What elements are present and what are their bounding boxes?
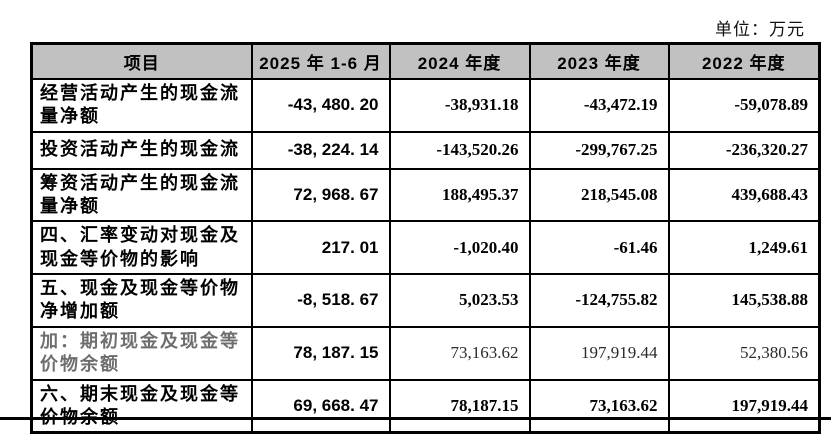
page-bottom-border xyxy=(0,417,831,420)
cell-value-2022: 439,688.43 xyxy=(667,167,821,223)
cell-value-2022: 197,919.44 xyxy=(667,378,821,434)
row-label: 经营活动产生的现金流量净额 xyxy=(30,77,253,133)
table-row: 五、现金及现金等价物净增加额 -8, 518. 67 5,023.53 -124… xyxy=(30,273,821,328)
cell-value-2024: -143,520.26 xyxy=(388,130,531,170)
table-row: 筹资活动产生的现金流量净额 72, 968. 67 188,495.37 218… xyxy=(30,167,821,223)
table-row: 四、汇率变动对现金及现金等价物的影响 217. 01 -1,020.40 -61… xyxy=(30,220,821,276)
cell-value-2023: 218,545.08 xyxy=(528,167,670,223)
cell-value-2022: 145,538.88 xyxy=(667,273,821,328)
column-header-2023: 2023 年度 xyxy=(528,42,670,80)
table-row: 经营活动产生的现金流量净额 -43, 480. 20 -38,931.18 -4… xyxy=(30,77,821,133)
cell-value-2023: -124,755.82 xyxy=(528,273,670,328)
row-label: 五、现金及现金等价物净增加额 xyxy=(30,273,253,328)
cell-value-2022: 1,249.61 xyxy=(667,220,821,276)
cell-value-2022: 52,380.56 xyxy=(667,325,821,381)
row-label: 投资活动产生的现金流 xyxy=(30,130,253,170)
cell-value-2023: -299,767.25 xyxy=(528,130,670,170)
row-label: 加：期初现金及现金等价物余额 xyxy=(30,325,253,381)
cell-value-2022: -236,320.27 xyxy=(667,130,821,170)
cell-value-2024: 73,163.62 xyxy=(388,325,531,381)
cell-value-2025-h1: -8, 518. 67 xyxy=(250,273,391,328)
header-row: 项目 2025 年 1-6 月 2024 年度 2023 年度 2022 年度 xyxy=(30,42,821,80)
column-header-2025-h1: 2025 年 1-6 月 xyxy=(250,42,391,80)
cell-value-2023: -43,472.19 xyxy=(528,77,670,133)
cell-value-2025-h1: 78, 187. 15 xyxy=(250,325,391,381)
cell-value-2025-h1: 72, 968. 67 xyxy=(250,167,391,223)
cell-value-2024: -38,931.18 xyxy=(388,77,531,133)
cash-flow-table: 项目 2025 年 1-6 月 2024 年度 2023 年度 2022 年度 … xyxy=(30,42,821,434)
cell-value-2024: -1,020.40 xyxy=(388,220,531,276)
cell-value-2024: 5,023.53 xyxy=(388,273,531,328)
table-row: 加：期初现金及现金等价物余额 78, 187. 15 73,163.62 197… xyxy=(30,325,821,381)
cell-value-2023: 197,919.44 xyxy=(528,325,670,381)
cell-value-2025-h1: -38, 224. 14 xyxy=(250,130,391,170)
cell-value-2022: -59,078.89 xyxy=(667,77,821,133)
row-label: 筹资活动产生的现金流量净额 xyxy=(30,167,253,223)
row-label: 四、汇率变动对现金及现金等价物的影响 xyxy=(30,220,253,276)
column-header-2022: 2022 年度 xyxy=(667,42,821,80)
cell-value-2023: -61.46 xyxy=(528,220,670,276)
cell-value-2024: 188,495.37 xyxy=(388,167,531,223)
unit-label: 单位：万元 xyxy=(715,20,805,39)
column-header-2024: 2024 年度 xyxy=(388,42,531,80)
cell-value-2024: 78,187.15 xyxy=(388,378,531,434)
cell-value-2023: 73,163.62 xyxy=(528,378,670,434)
column-header-item: 项目 xyxy=(30,42,253,80)
table-row: 六、期末现金及现金等价物余额 69, 668. 47 78,187.15 73,… xyxy=(30,378,821,434)
cell-value-2025-h1: 217. 01 xyxy=(250,220,391,276)
row-label: 六、期末现金及现金等价物余额 xyxy=(30,378,253,434)
cell-value-2025-h1: -43, 480. 20 xyxy=(250,77,391,133)
cell-value-2025-h1: 69, 668. 47 xyxy=(250,378,391,434)
table-row: 投资活动产生的现金流 -38, 224. 14 -143,520.26 -299… xyxy=(30,130,821,170)
